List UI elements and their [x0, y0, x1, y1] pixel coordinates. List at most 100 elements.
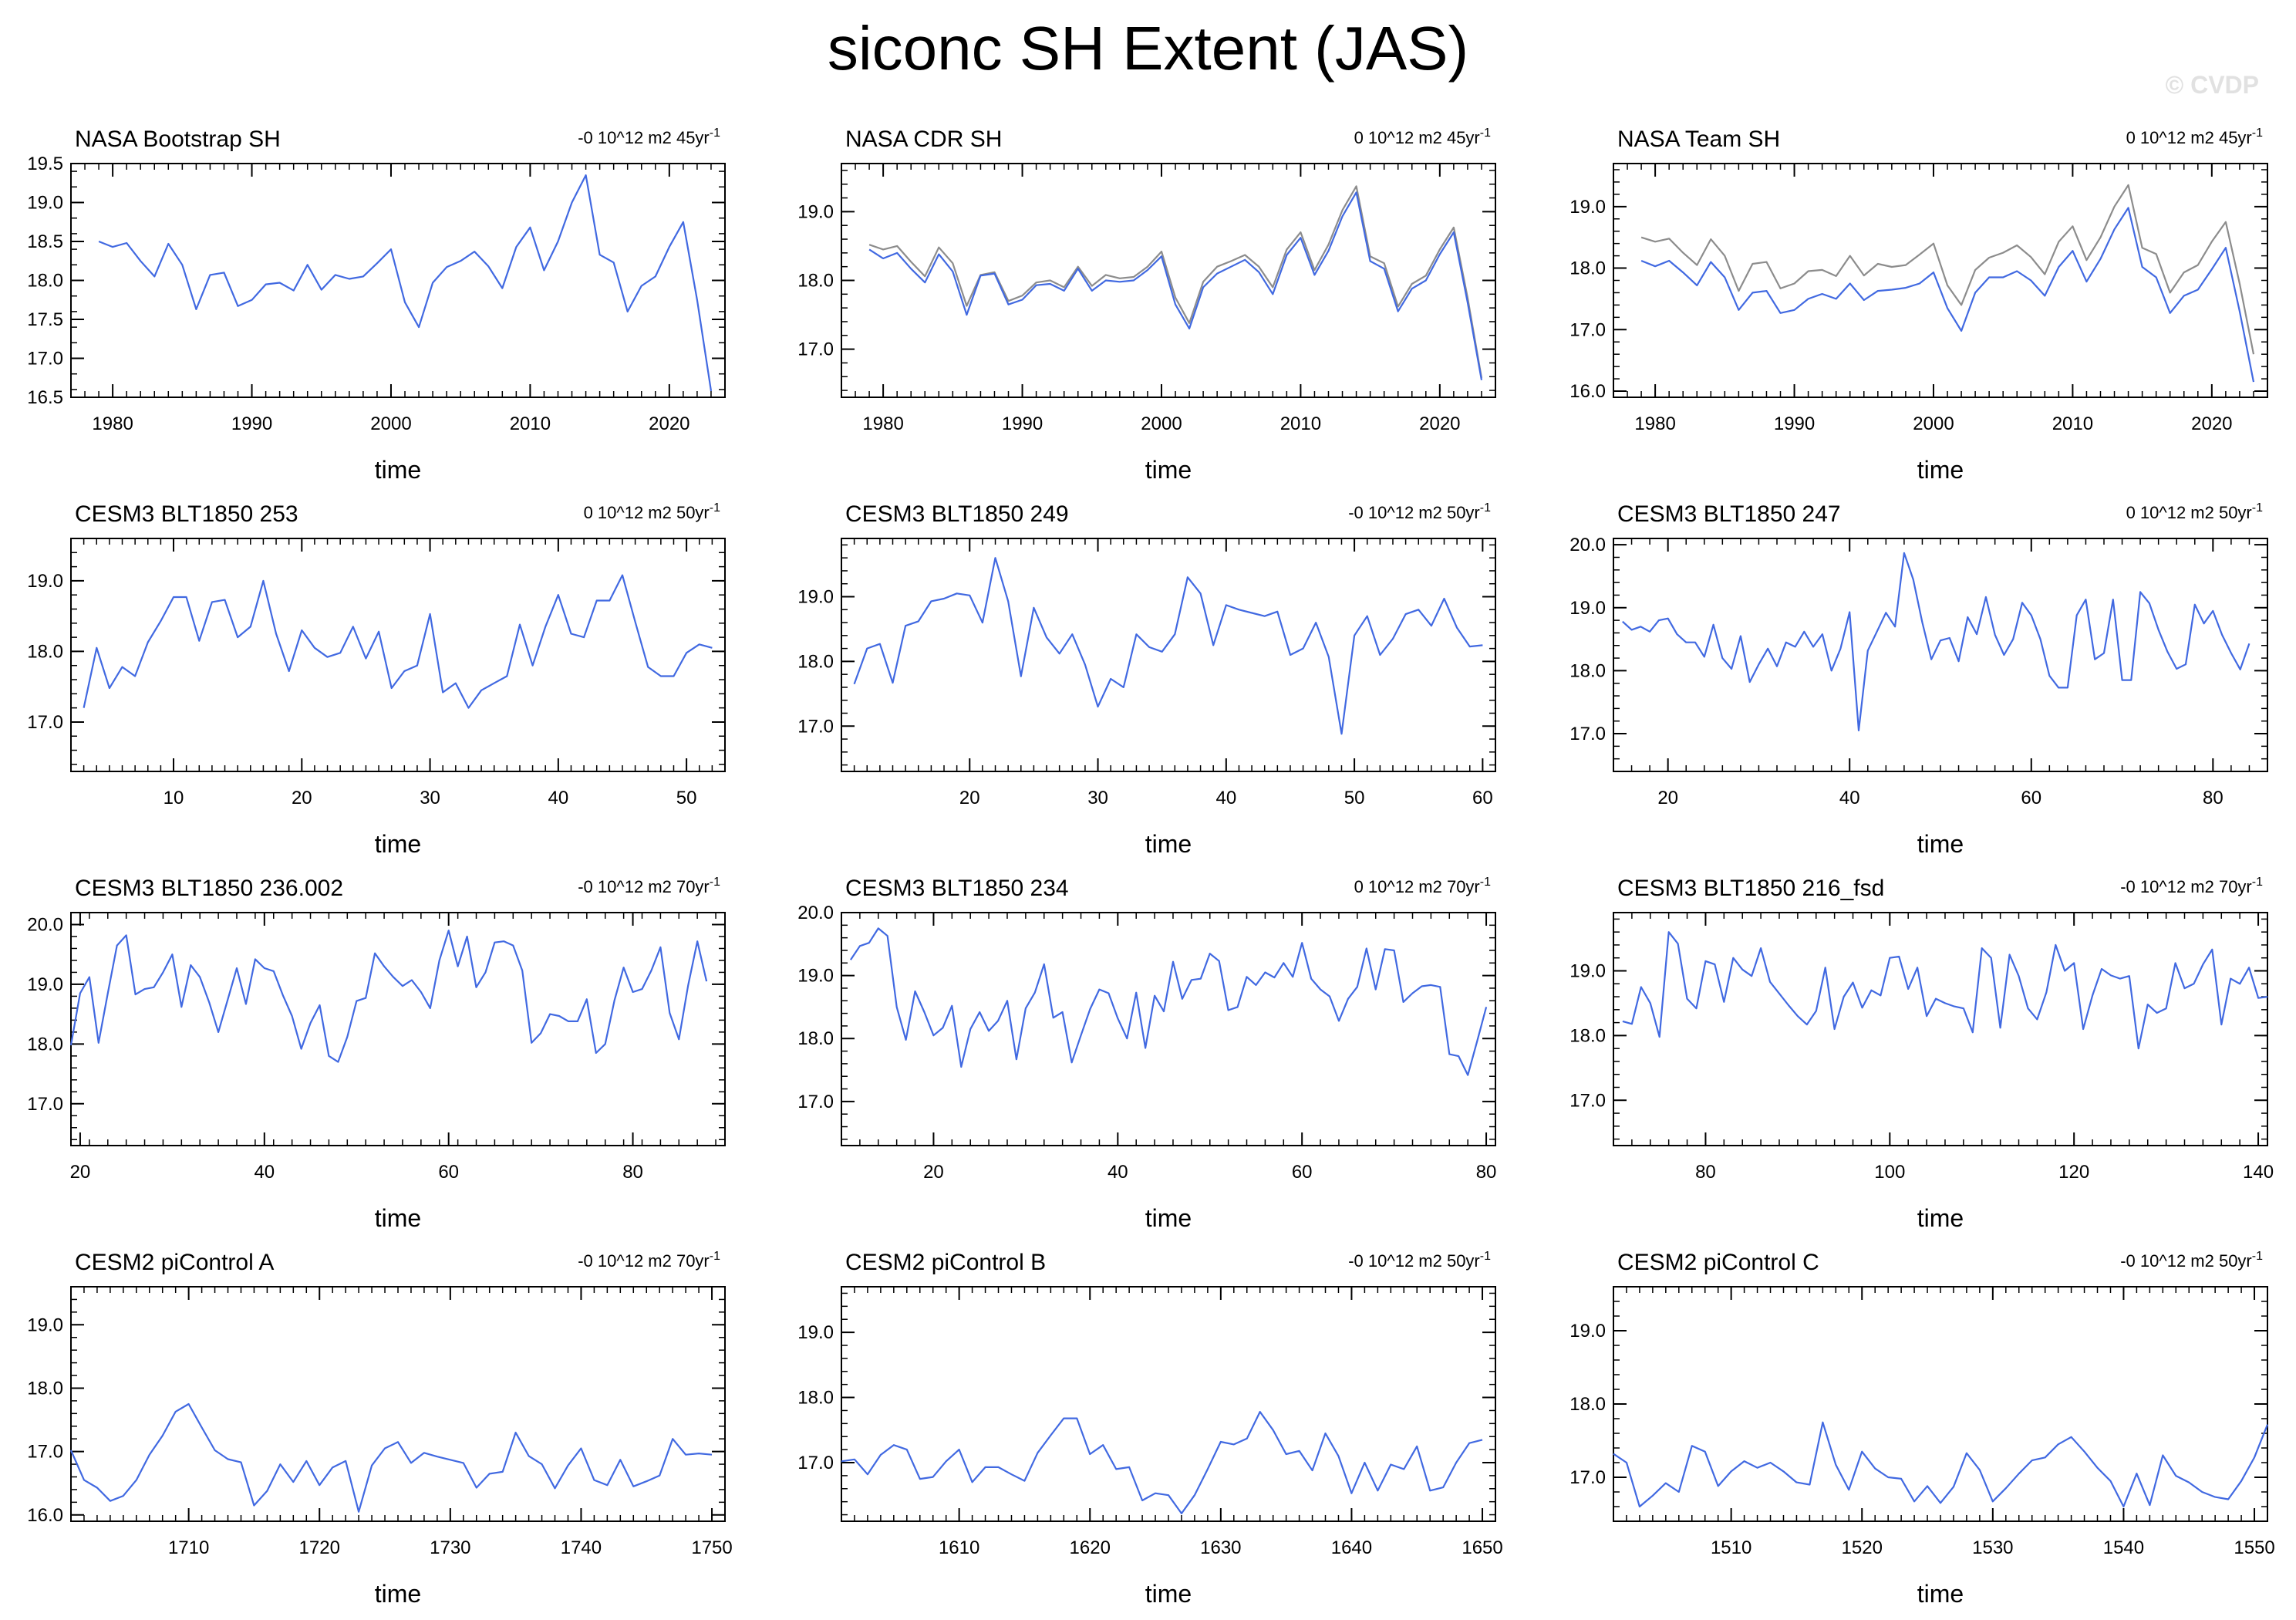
- y-tick-label: 18.0: [1569, 258, 1606, 279]
- x-axis-label: time: [1917, 1580, 1964, 1608]
- y-tick-label: 19.0: [1569, 598, 1606, 619]
- x-tick-label: 60: [438, 1162, 459, 1183]
- y-tick-label: 19.0: [27, 974, 63, 995]
- series-line: [98, 174, 713, 392]
- y-tick-label: 18.0: [1569, 660, 1606, 681]
- figure-title: siconc SH Extent (JAS): [827, 14, 1469, 83]
- x-tick-label: 1740: [561, 1537, 602, 1558]
- y-tick-label: 18.0: [797, 1388, 834, 1409]
- x-tick-label: 40: [254, 1162, 275, 1183]
- x-tick-label: 20: [923, 1162, 944, 1183]
- x-tick-label: 1720: [299, 1537, 340, 1558]
- x-tick-label: 50: [676, 788, 697, 808]
- y-tick-label: 17.0: [27, 1442, 63, 1463]
- x-tick-label: 2000: [370, 413, 411, 434]
- y-tick-label: 17.5: [27, 309, 63, 330]
- x-tick-label: 1530: [1972, 1537, 2013, 1558]
- x-tick-label: 60: [1472, 788, 1493, 808]
- y-tick-label: 17.0: [27, 1094, 63, 1115]
- x-axis-label: time: [1917, 456, 1964, 484]
- panel-7: CESM3 BLT1850 236.002 -0 10^12 m2 70yr-1 2…: [27, 876, 726, 1232]
- x-tick-label: 1750: [691, 1537, 732, 1558]
- y-tick-label: 17.0: [27, 712, 63, 733]
- x-tick-label: 1510: [1711, 1537, 1752, 1558]
- panel-title: CESM2 piControl B: [845, 1250, 1046, 1275]
- series-line: [853, 557, 1483, 735]
- x-tick-label: 1980: [1634, 413, 1675, 434]
- panel-4: CESM3 BLT1850 253 0 10^12 m2 50yr-1 10 20 30…: [27, 501, 726, 858]
- panel-title: CESM3 BLT1850 236.002: [75, 876, 343, 901]
- y-tick-label: 19.0: [27, 193, 63, 214]
- panel-9: CESM3 BLT1850 216_fsd -0 10^12 m2 70yr-1 8…: [1569, 876, 2274, 1232]
- panel-title: CESM2 piControl A: [75, 1250, 274, 1275]
- y-tick-label: 19.0: [27, 571, 63, 592]
- x-tick-label: 40: [1215, 788, 1236, 808]
- watermark: © CVDP: [2165, 71, 2259, 99]
- plot-frame: [1613, 912, 2268, 1146]
- y-tick-label: 19.0: [797, 966, 834, 987]
- trend-label: -0 10^12 m2 50yr-1: [1348, 1250, 1491, 1271]
- x-tick-label: 20: [959, 788, 980, 808]
- x-tick-label: 1710: [168, 1537, 209, 1558]
- x-tick-label: 1990: [1774, 413, 1815, 434]
- x-tick-label: 2010: [510, 413, 551, 434]
- y-tick-label: 17.0: [27, 349, 63, 370]
- y-tick-label: 16.0: [27, 1505, 63, 1526]
- panel-1: NASA Bootstrap SH -0 10^12 m2 45yr-1 1980 1…: [27, 127, 726, 484]
- panel-title: CESM3 BLT1850 253: [75, 501, 298, 527]
- y-tick-label: 18.0: [797, 271, 834, 292]
- x-tick-label: 30: [420, 788, 440, 808]
- x-tick-label: 1650: [1462, 1537, 1502, 1558]
- x-tick-label: 1520: [1842, 1537, 1883, 1558]
- panel-2: NASA CDR SH 0 10^12 m2 45yr-1 1980 1990 2000…: [797, 127, 1496, 484]
- series-line: [69, 930, 708, 1063]
- x-tick-label: 1550: [2234, 1537, 2274, 1558]
- y-tick-label: 18.0: [1569, 1025, 1606, 1046]
- x-axis-label: time: [375, 830, 421, 858]
- trend-label: 0 10^12 m2 45yr-1: [2126, 127, 2264, 147]
- y-tick-label: 19.5: [27, 154, 63, 174]
- x-tick-label: 1610: [939, 1537, 979, 1558]
- x-tick-label: 60: [1292, 1162, 1313, 1183]
- x-tick-label: 20: [1657, 788, 1678, 808]
- y-tick-label: 18.0: [797, 651, 834, 672]
- x-axis-label: time: [1145, 1204, 1192, 1232]
- x-tick-label: 1730: [430, 1537, 470, 1558]
- x-tick-label: 30: [1087, 788, 1108, 808]
- y-tick-label: 20.0: [797, 903, 834, 923]
- x-tick-label: 1980: [92, 413, 133, 434]
- x-axis-label: time: [375, 1580, 421, 1608]
- x-tick-label: 20: [70, 1162, 91, 1183]
- panel-8: CESM3 BLT1850 234 0 10^12 m2 70yr-1 20 40 60…: [797, 876, 1496, 1232]
- x-tick-label: 1620: [1070, 1537, 1111, 1558]
- reference-series-line: [868, 185, 1483, 379]
- y-tick-label: 16.0: [1569, 381, 1606, 402]
- panel-title: NASA CDR SH: [845, 127, 1002, 152]
- y-tick-label: 18.0: [1569, 1394, 1606, 1415]
- panel-title: NASA Team SH: [1617, 127, 1780, 152]
- panel-title: CESM3 BLT1850 247: [1617, 501, 1841, 527]
- panel-6: CESM3 BLT1850 247 0 10^12 m2 50yr-1 20 40 60…: [1569, 501, 2268, 858]
- y-tick-label: 20.0: [27, 914, 63, 935]
- x-axis-label: time: [1917, 1204, 1964, 1232]
- x-axis-label: time: [375, 1204, 421, 1232]
- x-tick-label: 2010: [1280, 413, 1321, 434]
- x-tick-label: 10: [164, 788, 184, 808]
- y-tick-label: 17.0: [1569, 724, 1606, 744]
- x-tick-label: 40: [548, 788, 568, 808]
- x-tick-label: 2020: [649, 413, 689, 434]
- y-tick-label: 17.0: [797, 1092, 834, 1112]
- y-tick-label: 18.0: [27, 641, 63, 662]
- x-tick-label: 2010: [2052, 413, 2093, 434]
- x-tick-label: 100: [1874, 1162, 1905, 1183]
- x-tick-label: 80: [1476, 1162, 1497, 1183]
- y-tick-label: 17.0: [1569, 1467, 1606, 1488]
- trend-label: 0 10^12 m2 50yr-1: [584, 501, 721, 522]
- y-tick-label: 17.0: [797, 1453, 834, 1473]
- y-tick-label: 19.0: [1569, 1321, 1606, 1342]
- y-tick-label: 18.0: [27, 271, 63, 292]
- x-axis-label: time: [1917, 830, 1964, 858]
- plot-frame: [70, 1286, 726, 1522]
- x-tick-label: 140: [2243, 1162, 2274, 1183]
- panel-3: NASA Team SH 0 10^12 m2 45yr-1 1980 1990 200…: [1569, 127, 2268, 484]
